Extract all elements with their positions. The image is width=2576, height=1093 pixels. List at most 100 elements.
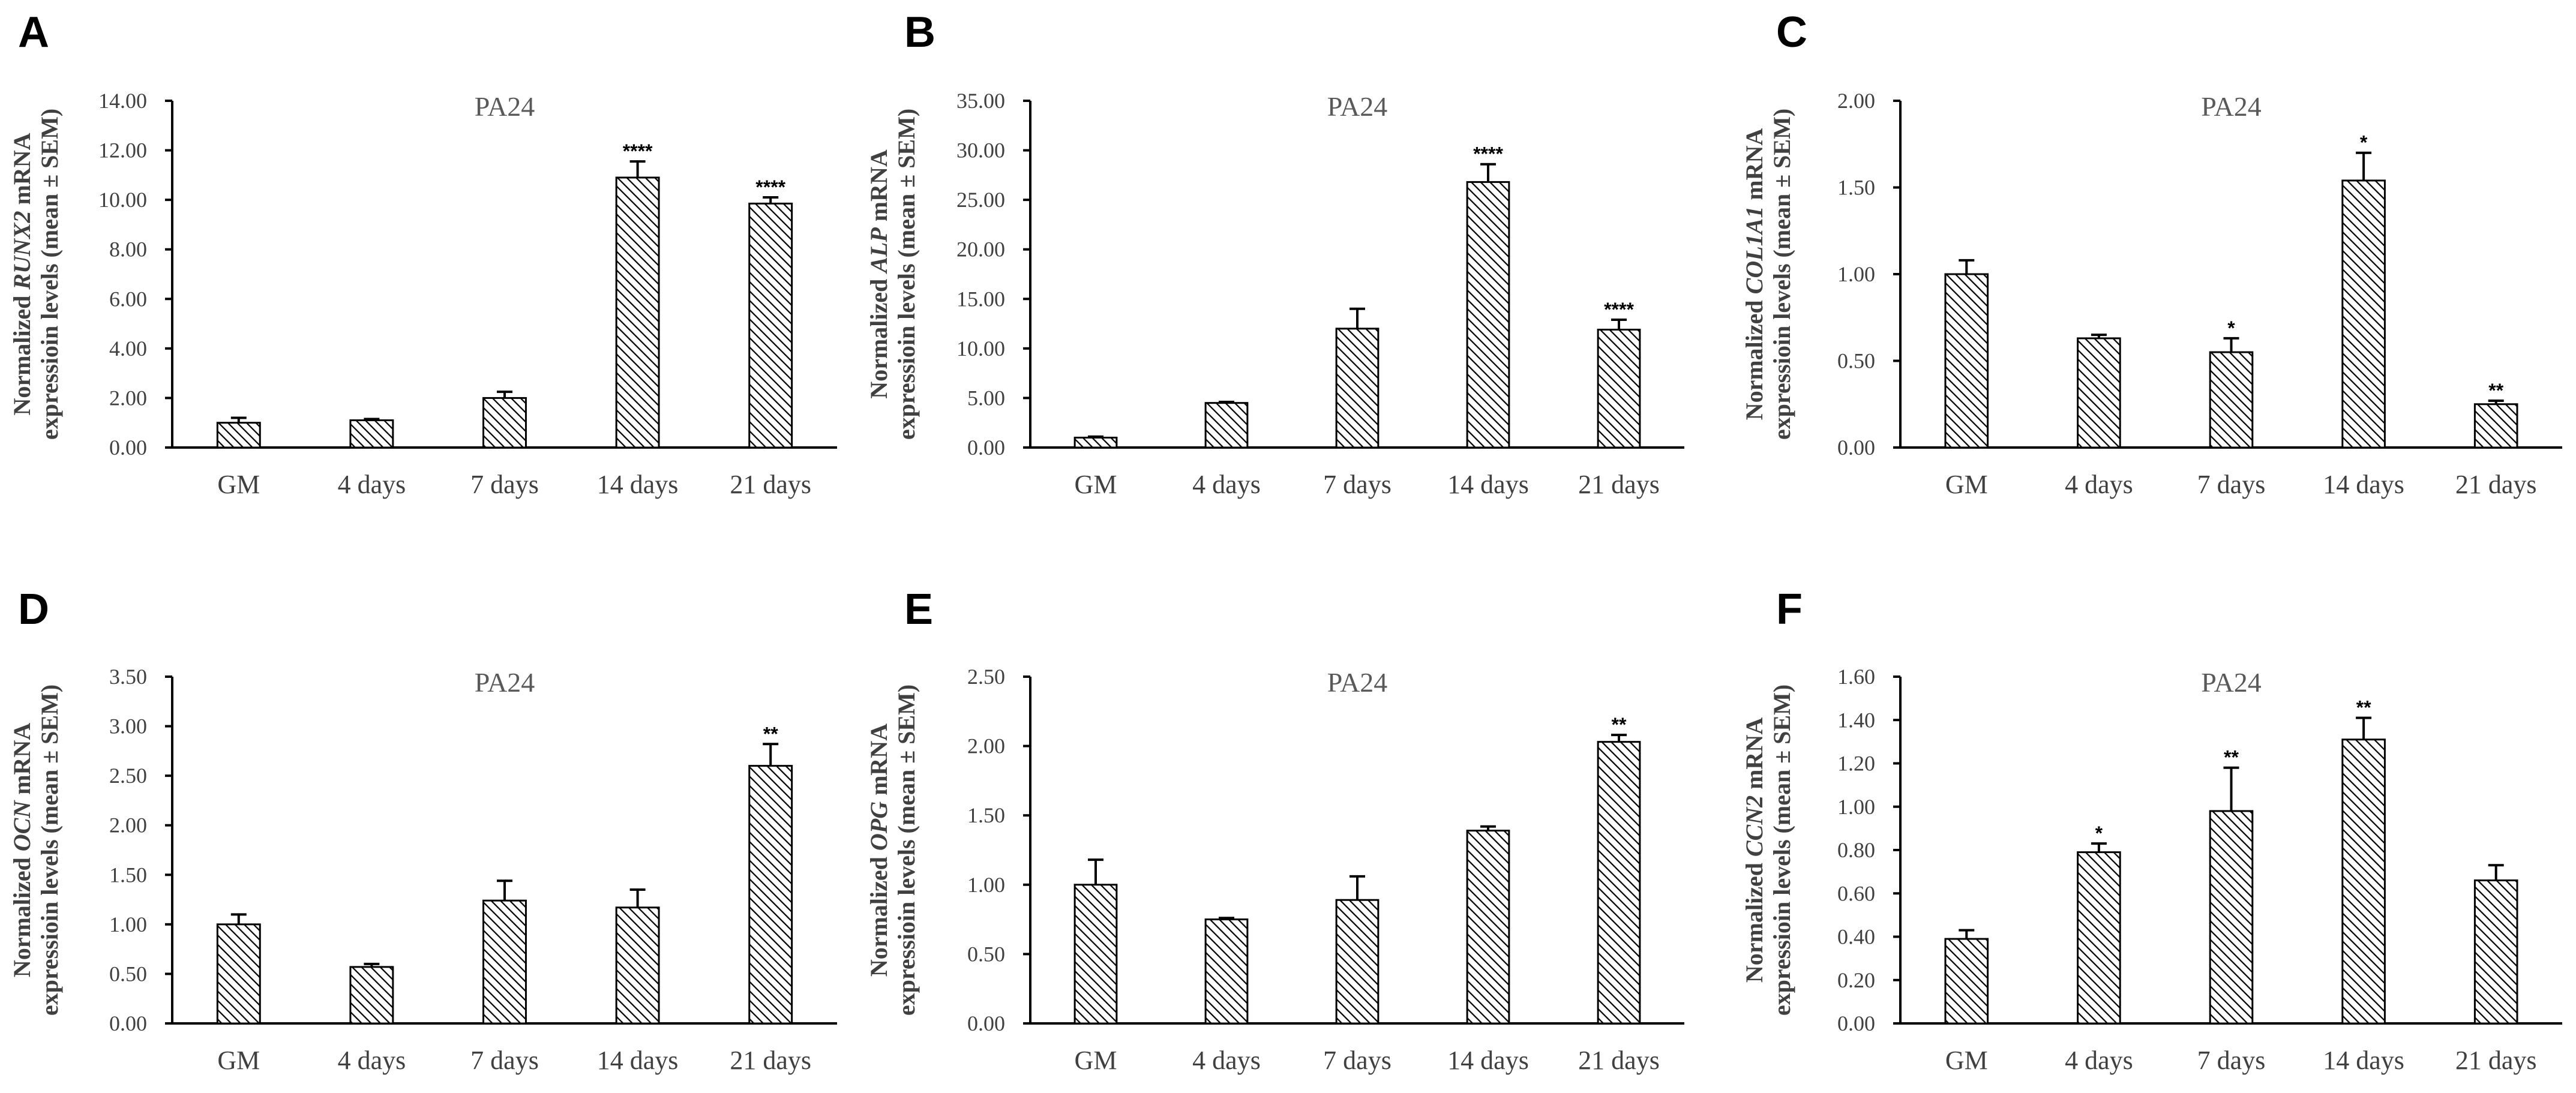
y-tick-label: 0.20 — [1837, 968, 1875, 992]
y-tick-label: 0.60 — [1837, 881, 1875, 905]
x-category-label: GM — [217, 470, 260, 499]
bar — [1335, 328, 1380, 449]
y-axis-label: Normalized OCN mRNAexpressioin levels (m… — [8, 684, 63, 1016]
x-category-label: 21 days — [2455, 470, 2537, 499]
x-category-label: 14 days — [2323, 1046, 2404, 1075]
x-category-label: 7 days — [470, 1046, 539, 1075]
y-axis-label-prefix: Normalized — [8, 851, 35, 977]
y-tick-label: 14.00 — [98, 89, 147, 113]
bar — [482, 397, 527, 449]
y-tick-label: 0.50 — [1837, 349, 1875, 373]
y-tick-label: 2.50 — [967, 665, 1005, 689]
y-tick-label: 2.50 — [109, 764, 147, 788]
x-category-label: GM — [1075, 1046, 1117, 1075]
y-tick-label: 0.00 — [1837, 436, 1875, 460]
bar — [1466, 181, 1510, 449]
y-tick-label: 0.50 — [967, 942, 1005, 966]
significance-label: ** — [2224, 747, 2239, 768]
y-tick-label: 35.00 — [956, 89, 1005, 113]
y-tick-label: 10.00 — [98, 188, 147, 212]
x-category-label: 4 days — [2065, 1046, 2133, 1075]
y-axis-label-prefix: Normalized — [865, 273, 892, 399]
y-tick-label: 1.50 — [967, 803, 1005, 827]
y-axis-label-line2: expressioin levels (mean ± SEM) — [36, 109, 63, 440]
bar — [1204, 402, 1249, 449]
bar — [615, 176, 660, 449]
x-category-label: GM — [217, 1046, 260, 1075]
significance-label: ** — [2488, 380, 2503, 401]
y-tick-label: 2.00 — [1837, 89, 1875, 113]
y-axis-label-prefix: Normalized — [1741, 857, 1768, 983]
bar — [2209, 810, 2254, 1025]
x-category-label: 21 days — [1578, 470, 1660, 499]
bar — [216, 422, 261, 449]
y-tick-label: 1.50 — [109, 863, 147, 887]
panel-letter: B — [904, 8, 935, 56]
y-tick-label: 0.00 — [1837, 1011, 1875, 1035]
y-axis-label-prefix: Normalized — [865, 851, 892, 977]
panel-letter: D — [18, 585, 49, 633]
significance-label: ** — [1612, 714, 1627, 735]
y-tick-label: 0.00 — [109, 1011, 147, 1035]
bar — [748, 765, 793, 1025]
significance-label: **** — [755, 176, 785, 198]
x-category-label: GM — [1945, 470, 1988, 499]
y-axis-label: Normalized RUNX2 mRNAexpressioin levels … — [8, 109, 63, 440]
chart-panel-e: E PA24 Normalized OPG mRNAexpressioin leve… — [865, 585, 1684, 1075]
y-tick-label: 3.50 — [109, 665, 147, 689]
y-axis-label-suffix: mRNA — [1741, 128, 1768, 206]
bar — [2473, 879, 2518, 1025]
y-tick-label: 0.80 — [1837, 838, 1875, 862]
bar — [615, 906, 660, 1025]
x-category-label: 4 days — [338, 470, 406, 499]
y-tick-label: 0.40 — [1837, 925, 1875, 949]
y-axis-label-line2: expressioin levels (mean ± SEM) — [1768, 684, 1795, 1016]
chart-title: PA24 — [1327, 91, 1388, 122]
y-tick-label: 1.50 — [1837, 176, 1875, 200]
bar — [216, 923, 261, 1025]
x-category-label: 7 days — [2197, 1046, 2266, 1075]
x-category-label: 14 days — [597, 1046, 679, 1075]
y-tick-label: 4.00 — [109, 337, 147, 361]
significance-label: ** — [763, 723, 778, 744]
y-axis-label-line2: expressioin levels (mean ± SEM) — [893, 684, 920, 1016]
y-axis-label-gene: RUNX2 — [8, 211, 35, 290]
x-category-label: 7 days — [2197, 470, 2266, 499]
y-tick-label: 20.00 — [956, 238, 1005, 262]
y-tick-label: 1.00 — [1837, 262, 1875, 286]
y-tick-label: 25.00 — [956, 188, 1005, 212]
y-axis-label-suffix: mRNA — [1741, 717, 1768, 795]
x-category-label: 14 days — [597, 470, 679, 499]
y-axis-label-suffix: mRNA — [8, 133, 35, 211]
bar — [2209, 351, 2254, 449]
x-category-label: 21 days — [2455, 1046, 2537, 1075]
panel-letter: E — [904, 585, 933, 633]
chart-title: PA24 — [475, 91, 535, 122]
y-axis-label-gene: OCN — [8, 800, 35, 852]
chart-panel-f: F PA24 Normalized CCN2 mRNAexpressioin lev… — [1741, 585, 2562, 1075]
chart-panel-a: A PA24 Normalized RUNX2 mRNAexpressioin le… — [8, 8, 837, 499]
y-tick-label: 3.00 — [109, 714, 147, 738]
y-tick-label: 0.00 — [967, 1011, 1005, 1035]
y-axis-label-gene: ALP — [865, 227, 892, 275]
significance-label: * — [2095, 822, 2103, 844]
bar — [1204, 918, 1249, 1025]
panel-letter: A — [18, 8, 49, 56]
y-axis-label: Normalized COL1A1 mRNAexpressioin levels… — [1741, 109, 1795, 440]
x-category-label: 4 days — [2065, 470, 2133, 499]
y-axis-label-prefix: Normalized — [1741, 294, 1768, 420]
y-tick-label: 10.00 — [956, 337, 1005, 361]
chart-panel-b: B PA24 Normalized ALP mRNAexpressioin leve… — [865, 8, 1684, 499]
y-axis-label-line2: expressioin levels (mean ± SEM) — [893, 109, 920, 440]
y-tick-label: 1.60 — [1837, 665, 1875, 689]
x-category-label: 21 days — [730, 470, 811, 499]
bar — [349, 966, 394, 1025]
y-tick-label: 0.50 — [109, 962, 147, 986]
chart-title: PA24 — [2201, 91, 2262, 122]
y-axis-label: Normalized ALP mRNAexpressioin levels (m… — [865, 109, 920, 440]
x-category-label: 21 days — [1578, 1046, 1660, 1075]
bar — [2473, 403, 2518, 449]
bar — [1944, 938, 1989, 1025]
y-tick-label: 2.00 — [109, 386, 147, 410]
chart-title: PA24 — [475, 667, 535, 698]
